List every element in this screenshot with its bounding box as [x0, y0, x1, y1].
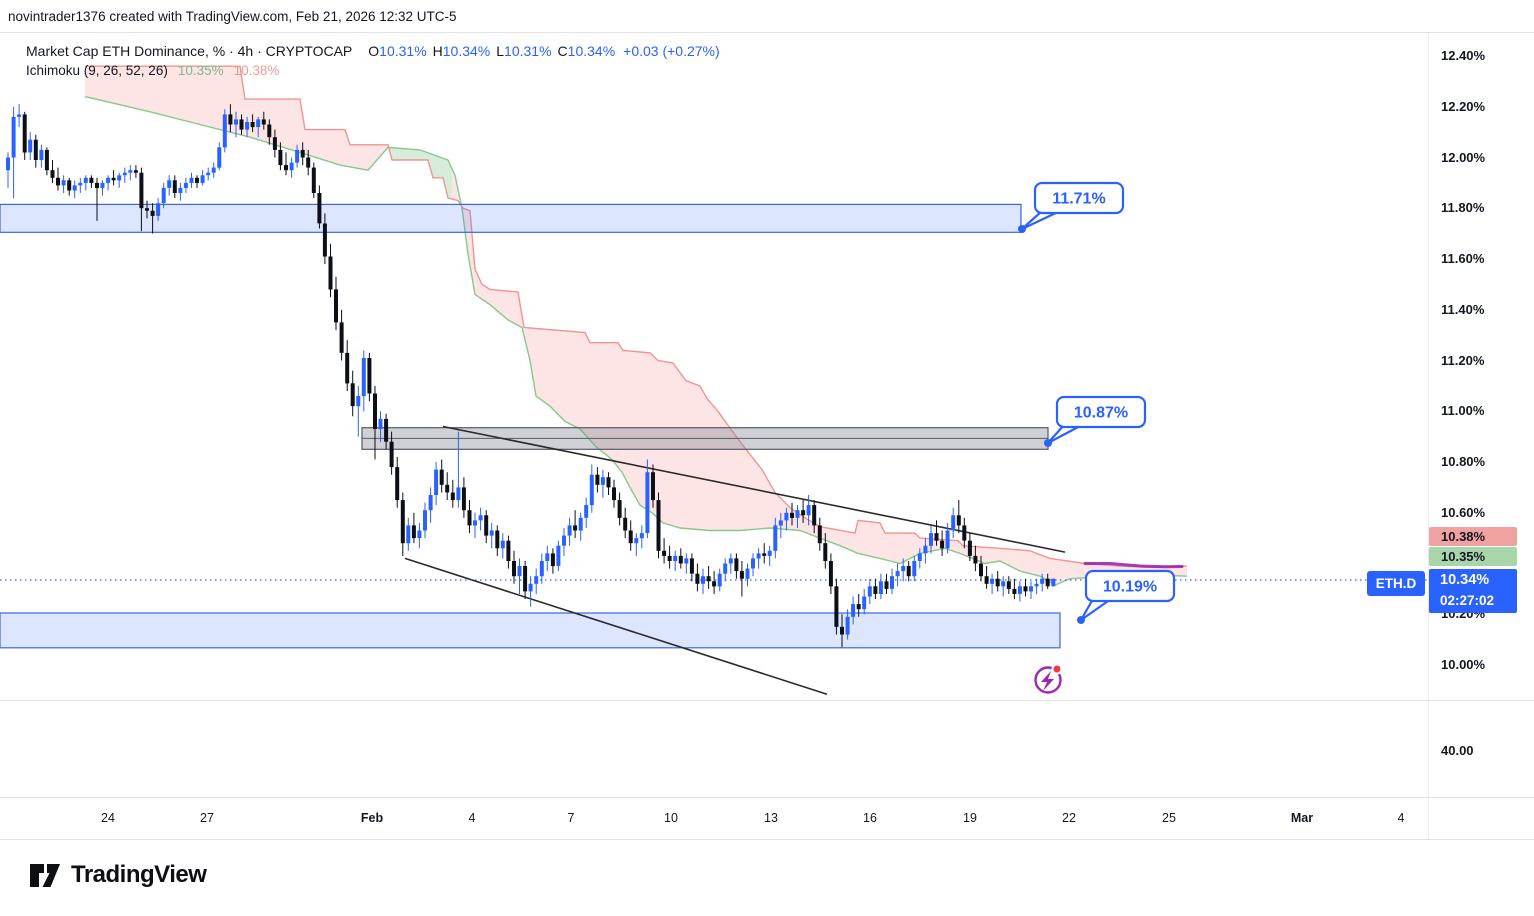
price-tick-10.00%[interactable]: 10.00%: [1441, 657, 1486, 672]
high-label: H: [432, 43, 443, 59]
lightning-bolt-icon: [1041, 671, 1054, 691]
span-a-price-badge: 10.35%: [1429, 547, 1517, 566]
zone-resistance-11.71[interactable]: [0, 203, 1022, 233]
indicator-span-b-value: 10.38%: [233, 63, 280, 78]
time-tick-22[interactable]: 22: [1062, 811, 1076, 825]
price-tick-12.40%[interactable]: 12.40%: [1441, 48, 1486, 63]
callout-10.19%[interactable]: 10.19%: [1077, 569, 1176, 624]
supply-demand-zones[interactable]: [0, 203, 1061, 649]
alert-red-dot: [1051, 663, 1063, 675]
symbol-legend-row[interactable]: Market Cap ETH Dominance, % · 4h · CRYPT…: [26, 42, 720, 61]
price-tick-10.80%[interactable]: 10.80%: [1441, 454, 1486, 469]
candles-layer: [6, 104, 1056, 648]
indicator-span-a-value: 10.35%: [177, 63, 224, 78]
price-tick-11.40%[interactable]: 11.40%: [1441, 302, 1485, 317]
symbol-title: Market Cap ETH Dominance, % · 4h · CRYPT…: [26, 43, 353, 59]
time-tick-27[interactable]: 27: [200, 811, 214, 825]
trendline-1[interactable]: [442, 425, 1066, 553]
tradingview-logo[interactable]: TradingView: [28, 860, 207, 890]
price-tick-11.00%[interactable]: 11.00%: [1441, 403, 1485, 418]
svg-text:10.19%: 10.19%: [1103, 579, 1157, 596]
price-tick-12.00%[interactable]: 12.00%: [1441, 150, 1486, 165]
senkou-span-b-line: [85, 65, 1188, 569]
time-tick-7[interactable]: 7: [567, 811, 575, 825]
ichimoku-cloud: [84, 65, 1188, 586]
close-value: 10.34%: [567, 43, 616, 59]
price-tick-11.20%[interactable]: 11.20%: [1441, 353, 1485, 368]
chart-canvas[interactable]: 11.71% 10.87% 10.19%: [0, 33, 1428, 700]
attribution-bar: novintrader1376 created with TradingView…: [0, 0, 1534, 33]
purple-cloud-highlight[interactable]: [1083, 562, 1184, 569]
low-value: 10.31%: [504, 43, 552, 59]
attribution-text: novintrader1376 created with TradingView…: [8, 9, 457, 24]
chart-legend[interactable]: Market Cap ETH Dominance, % · 4h · CRYPT…: [26, 42, 720, 80]
time-tick-19[interactable]: 19: [963, 811, 977, 825]
price-tick-10.60%[interactable]: 10.60%: [1441, 505, 1486, 520]
close-label: C: [557, 43, 568, 59]
pane2-price-tick[interactable]: 40.00: [1441, 743, 1474, 758]
time-tick-24[interactable]: 24: [101, 811, 115, 825]
trendlines[interactable]: [404, 425, 1066, 695]
indicator-legend-row[interactable]: Ichimoku (9, 26, 52, 26) 10.35% 10.38%: [26, 62, 720, 80]
pane-separator[interactable]: [0, 700, 1534, 701]
callout-10.87%[interactable]: 10.87%: [1044, 395, 1147, 447]
senkou-span-a-line: [84, 95, 1188, 586]
tradingview-logo-text: TradingView: [71, 861, 207, 888]
time-tick-16[interactable]: 16: [863, 811, 877, 825]
price-callouts[interactable]: 11.71% 10.87% 10.19%: [1018, 181, 1176, 624]
time-tick-4[interactable]: 4: [1397, 811, 1405, 825]
trendline-2[interactable]: [404, 557, 828, 695]
price-axis-separator: [1428, 33, 1429, 839]
time-tick-Mar[interactable]: Mar: [1290, 811, 1314, 825]
low-label: L: [496, 43, 505, 59]
time-tick-13[interactable]: 13: [764, 811, 778, 825]
time-tick-25[interactable]: 25: [1162, 811, 1176, 825]
span-b-price-badge: 10.38%: [1429, 527, 1517, 546]
alert-event-icon[interactable]: [1034, 663, 1063, 694]
tradingview-logo-mark-icon: [28, 860, 62, 890]
price-tick-11.80%[interactable]: 11.80%: [1441, 200, 1485, 215]
time-tick-4[interactable]: 4: [468, 811, 476, 825]
open-label: O: [368, 43, 380, 59]
zone-support-10.19[interactable]: [0, 612, 1061, 649]
symbol-ticker-badge: ETH.D: [1367, 571, 1425, 596]
price-tick-11.60%[interactable]: 11.60%: [1441, 251, 1485, 266]
callout-11.71%[interactable]: 11.71%: [1018, 181, 1125, 233]
pane2-bottom-separator: [0, 797, 1534, 798]
time-axis-bottom-separator: [0, 839, 1534, 840]
time-tick-10[interactable]: 10: [664, 811, 678, 825]
change-value: +0.03 (+0.27%): [623, 43, 720, 59]
last-price-badge: 10.34% 02:27:02: [1429, 569, 1517, 613]
high-value: 10.34%: [442, 43, 491, 59]
svg-text:11.71%: 11.71%: [1052, 191, 1105, 208]
bar-countdown: 02:27:02: [1440, 593, 1495, 608]
time-tick-Feb[interactable]: Feb: [360, 811, 384, 825]
indicator-title: Ichimoku (9, 26, 52, 26): [26, 63, 168, 78]
last-price-value: 10.34%: [1440, 572, 1490, 588]
svg-text:10.87%: 10.87%: [1074, 405, 1128, 422]
price-tick-12.20%[interactable]: 12.20%: [1441, 99, 1486, 114]
open-value: 10.31%: [379, 43, 427, 59]
